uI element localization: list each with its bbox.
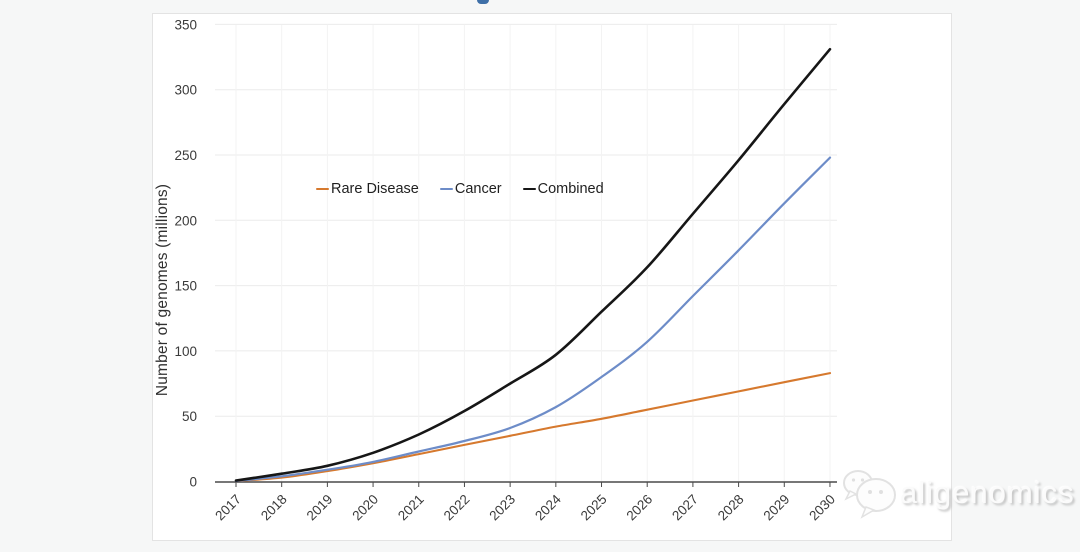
x-tick-label: 2018 bbox=[258, 492, 290, 524]
y-tick-label: 250 bbox=[174, 148, 197, 163]
legend-item-combined: Combined bbox=[522, 181, 604, 197]
chart-card bbox=[152, 13, 952, 541]
y-tick-label: 50 bbox=[182, 409, 197, 424]
x-tick-label: 2023 bbox=[486, 492, 518, 524]
x-tick-label: 2029 bbox=[761, 492, 793, 524]
y-tick-label: 300 bbox=[174, 83, 197, 98]
x-tick-label: 2021 bbox=[395, 492, 427, 524]
x-tick-label: 2025 bbox=[578, 492, 610, 524]
chart-legend: Rare Disease Cancer Combined bbox=[316, 181, 604, 197]
x-tick-label: 2030 bbox=[806, 492, 838, 524]
legend-label: Rare Disease bbox=[331, 181, 419, 197]
y-tick-label: 200 bbox=[174, 213, 197, 228]
x-tick-label: 2017 bbox=[212, 492, 244, 524]
legend-dash-icon bbox=[316, 187, 329, 191]
y-tick-label: 350 bbox=[174, 17, 197, 32]
y-tick-label: 150 bbox=[174, 279, 197, 294]
x-tick-label: 2027 bbox=[669, 492, 701, 524]
legend-item-rare-disease: Rare Disease bbox=[316, 181, 419, 197]
x-tick-label: 2019 bbox=[304, 492, 336, 524]
x-tick-label: 2022 bbox=[441, 492, 473, 524]
series-line-combined bbox=[234, 47, 832, 482]
x-tick-label: 2026 bbox=[623, 492, 655, 524]
legend-label: Cancer bbox=[454, 181, 502, 197]
x-tick-label: 2028 bbox=[715, 492, 747, 524]
clipped-title-fragment bbox=[477, 0, 489, 4]
series-line-rare-disease bbox=[234, 372, 832, 483]
legend-dash-icon bbox=[522, 187, 536, 191]
legend-dash-icon bbox=[439, 187, 453, 191]
x-tick-label: 2024 bbox=[532, 491, 564, 523]
y-axis-title: Number of genomes (millions) bbox=[154, 183, 171, 397]
legend-item-cancer: Cancer bbox=[439, 181, 502, 197]
y-tick-label: 100 bbox=[174, 344, 197, 359]
legend-label: Combined bbox=[537, 181, 604, 197]
series-line-cancer bbox=[234, 156, 832, 483]
x-tick-label: 2020 bbox=[349, 492, 381, 524]
y-tick-label: 0 bbox=[189, 475, 197, 490]
